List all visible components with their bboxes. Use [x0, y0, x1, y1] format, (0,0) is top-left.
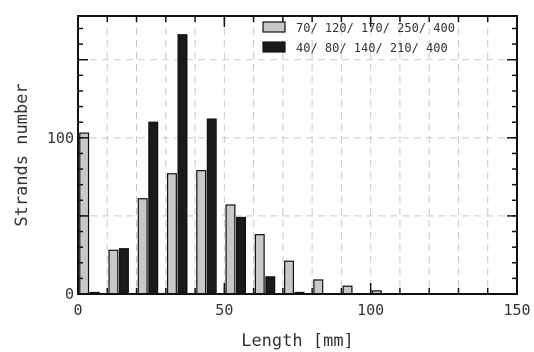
bar-series-2-bin-40 — [206, 118, 217, 295]
bar-series-1-bin-10 — [108, 249, 119, 295]
x-tick-label-150: 150 — [503, 301, 530, 319]
x-tick-label-50: 50 — [215, 301, 233, 319]
x-tick-label-100: 100 — [357, 301, 384, 319]
bar-series-2-bin-30 — [177, 34, 188, 295]
bar-series-2-bin-50 — [236, 216, 247, 295]
axis-ticks: 0 50 100 150 0 100 — [47, 16, 531, 319]
bar-series-1-bin-80 — [313, 279, 324, 295]
bar-series-2-bin-60 — [265, 276, 276, 295]
bar-series-1-bin-60 — [254, 234, 265, 295]
legend-label-series-1: 70/ 120/ 170/ 250/ 400 — [296, 21, 455, 35]
bar-series-1-bin-30 — [166, 173, 177, 295]
legend-label-series-2: 40/ 80/ 140/ 210/ 400 — [296, 41, 448, 55]
bar-series-1-bin-20 — [137, 198, 148, 295]
x-axis-title: Length [mm] — [241, 331, 354, 351]
y-tick-label-100: 100 — [47, 129, 74, 147]
bar-series-1-bin-90 — [342, 285, 353, 295]
legend-swatch-series-2 — [262, 41, 286, 53]
x-tick-label-0: 0 — [73, 301, 82, 319]
bar-series-1-bin-70 — [284, 260, 295, 295]
plot-frame — [77, 15, 518, 295]
bar-series-1-bin-0 — [79, 132, 90, 295]
bar-series-2-bin-10 — [118, 248, 129, 295]
bar-series-1-bin-50 — [225, 204, 236, 295]
bar-series-2-bin-20 — [148, 121, 159, 295]
y-tick-label-0: 0 — [65, 285, 74, 303]
legend: 70/ 120/ 170/ 250/ 400 40/ 80/ 140/ 210/… — [262, 21, 455, 55]
bar-series-1-bin-40 — [196, 170, 207, 295]
grid-lines — [78, 16, 517, 294]
legend-swatch-series-1 — [262, 21, 286, 33]
bars — [79, 34, 382, 295]
y-axis-title: Strands number — [12, 83, 32, 226]
